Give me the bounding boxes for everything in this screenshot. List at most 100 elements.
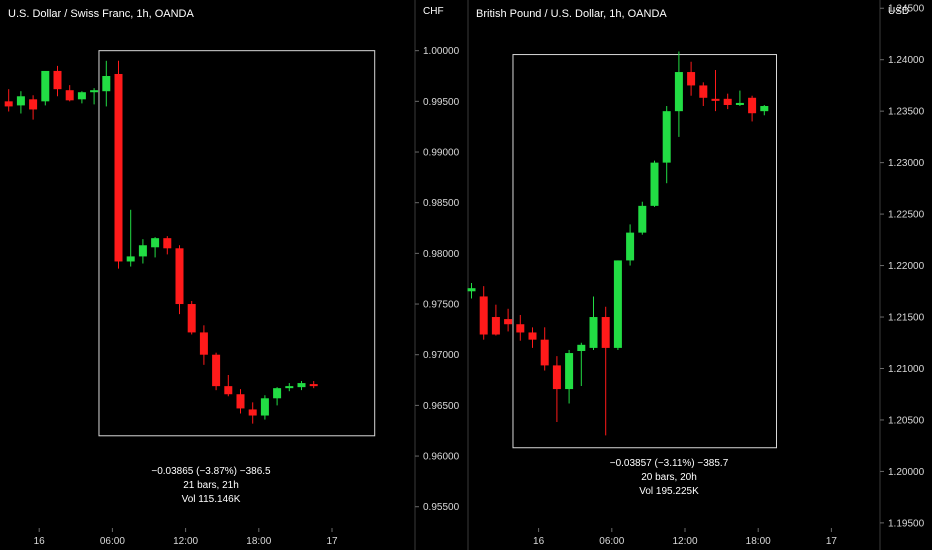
time-tick-label: 17: [826, 536, 838, 547]
price-tick-label: 0.99000: [423, 148, 460, 159]
candle: [504, 308, 513, 332]
price-tick-label: 1.23500: [888, 107, 925, 118]
candle: [163, 236, 172, 255]
usdchf-currency-label: CHF: [423, 6, 444, 17]
candle: [699, 82, 708, 107]
measure-rectangle: [512, 54, 777, 449]
gbpusd-measure-bars: 20 bars, 20h: [641, 472, 697, 483]
candle-body: [735, 102, 744, 105]
candle-body: [650, 162, 659, 206]
time-tick-label: 17: [326, 536, 338, 547]
candle: [126, 209, 135, 267]
usdchf-candles: [4, 60, 318, 424]
price-tick-label: 1.23000: [888, 158, 925, 169]
time-tick-label: 12:00: [672, 536, 697, 547]
candle: [260, 395, 269, 420]
time-tick-label: 16: [533, 536, 545, 547]
gbpusd-price-axis[interactable]: 1.24500 1.24000 1.23500 1.23000 1.22500 1.220…: [880, 4, 925, 530]
candle: [552, 356, 561, 423]
candle-body: [589, 317, 598, 348]
usdchf-measure-bars: 21 bars, 21h: [183, 480, 239, 491]
candle-body: [163, 238, 172, 249]
candle: [638, 201, 647, 235]
price-tick-label: 0.98000: [423, 249, 460, 260]
candle-body: [699, 85, 708, 98]
candle-body: [77, 92, 86, 100]
candle: [601, 306, 610, 436]
usdchf-chart[interactable]: 1.00000 0.99500 0.99000 0.98500 0.98000 0.975…: [0, 0, 460, 550]
candle: [248, 402, 257, 424]
candle-body: [613, 260, 622, 348]
candle: [65, 85, 74, 102]
gbpusd-chart[interactable]: 1.24500 1.24000 1.23500 1.23000 1.22500 1.220…: [467, 0, 925, 550]
candle: [151, 237, 160, 258]
candle: [516, 314, 525, 341]
candle-body: [285, 386, 294, 389]
candle-body: [29, 99, 38, 110]
candle: [760, 104, 769, 116]
candle-body: [199, 332, 208, 355]
candle: [528, 327, 537, 348]
candle: [626, 224, 635, 266]
gbpusd-time-axis[interactable]: 16 06:00 12:00 18:00 17: [533, 528, 837, 547]
gbpusd-candles: [467, 51, 769, 436]
price-tick-label: 1.20000: [888, 467, 925, 478]
candle-body: [723, 98, 732, 105]
candle-body: [151, 238, 160, 248]
candle-body: [504, 319, 513, 325]
candle-body: [175, 248, 184, 305]
price-tick-label: 1.21000: [888, 364, 925, 375]
candle: [297, 381, 306, 391]
candle-body: [687, 72, 696, 86]
candle: [4, 89, 13, 112]
gbpusd-currency-label: USD: [888, 6, 909, 17]
price-tick-label: 0.97500: [423, 300, 460, 311]
price-tick-label: 0.99500: [423, 97, 460, 108]
candle: [102, 60, 111, 107]
candle-body: [626, 232, 635, 261]
candle-body: [102, 76, 111, 92]
candle-body: [4, 101, 13, 107]
candle: [662, 106, 671, 184]
usdchf-price-axis[interactable]: 1.00000 0.99500 0.99000 0.98500 0.98000 0.975…: [415, 46, 460, 513]
candle-body: [53, 70, 62, 90]
candle-body: [41, 70, 50, 102]
time-tick-label: 18:00: [246, 536, 271, 547]
gbpusd-measure-change: −0.03857 (−3.11%) −385.7: [610, 458, 729, 469]
measure-rectangle: [98, 50, 376, 437]
candle-body: [138, 245, 147, 257]
candle: [491, 304, 500, 336]
candle: [479, 286, 488, 340]
time-tick-label: 06:00: [599, 536, 624, 547]
candle-body: [491, 317, 500, 335]
candle-body: [114, 73, 123, 262]
price-tick-label: 0.95500: [423, 502, 460, 513]
price-tick-label: 1.19500: [888, 518, 925, 529]
candle: [41, 70, 50, 106]
price-tick-label: 1.00000: [423, 46, 460, 57]
candle: [577, 342, 586, 386]
candle: [53, 65, 62, 97]
candle: [29, 95, 38, 120]
time-tick-label: 18:00: [746, 536, 771, 547]
price-tick-label: 1.20500: [888, 415, 925, 426]
candle-body: [748, 97, 757, 114]
candle: [199, 325, 208, 365]
price-tick-label: 0.98500: [423, 198, 460, 209]
usdchf-title: U.S. Dollar / Swiss Franc, 1h, OANDA: [8, 8, 194, 20]
price-tick-label: 1.22000: [888, 261, 925, 272]
gbpusd-title: British Pound / U.S. Dollar, 1h, OANDA: [476, 8, 667, 20]
candle-body: [516, 324, 525, 333]
usdchf-measure-box: [98, 50, 376, 437]
candle-body: [674, 72, 683, 112]
price-tick-label: 1.24000: [888, 55, 925, 66]
candle-body: [528, 332, 537, 340]
candle-body: [467, 288, 476, 292]
candle: [735, 90, 744, 107]
candle: [90, 88, 99, 105]
candle: [236, 389, 245, 414]
candle: [711, 69, 720, 112]
candle: [224, 374, 233, 397]
candle-body: [126, 256, 135, 262]
